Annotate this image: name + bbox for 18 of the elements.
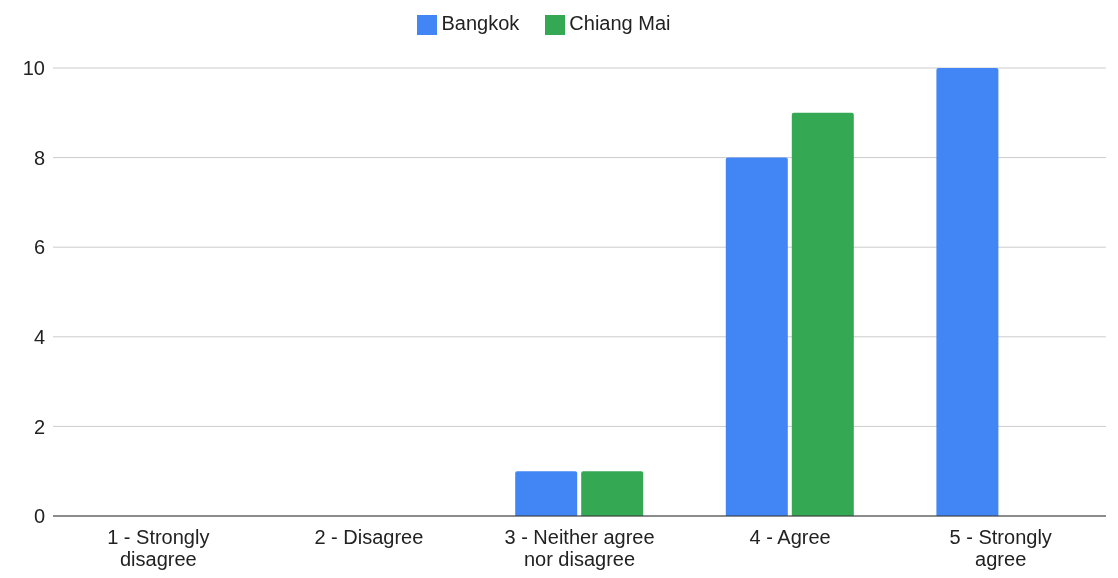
x-tick-label: 2 - Disagree: [314, 526, 424, 548]
y-tick-label: 2: [33, 415, 45, 438]
bar: [581, 471, 644, 516]
bar: [936, 68, 999, 516]
bar: [791, 112, 854, 516]
x-tick-label: 4 - Agree: [749, 526, 831, 548]
y-tick-label: 10: [22, 57, 45, 80]
x-tick-label: 3 - Neither agree nor disagree: [504, 526, 655, 570]
y-tick-label: 4: [33, 325, 45, 348]
x-tick-label: 1 - Strongly disagree: [107, 526, 210, 570]
bar: [515, 471, 578, 516]
y-tick-label: 0: [33, 505, 45, 528]
x-tick-label: 5 - Strongly agree: [949, 526, 1052, 570]
legend-label: Chiang Mai: [569, 12, 671, 34]
legend-label: Bangkok: [441, 12, 520, 34]
y-tick-label: 6: [33, 236, 45, 259]
bar: [725, 157, 788, 516]
y-tick-label: 8: [33, 146, 45, 169]
